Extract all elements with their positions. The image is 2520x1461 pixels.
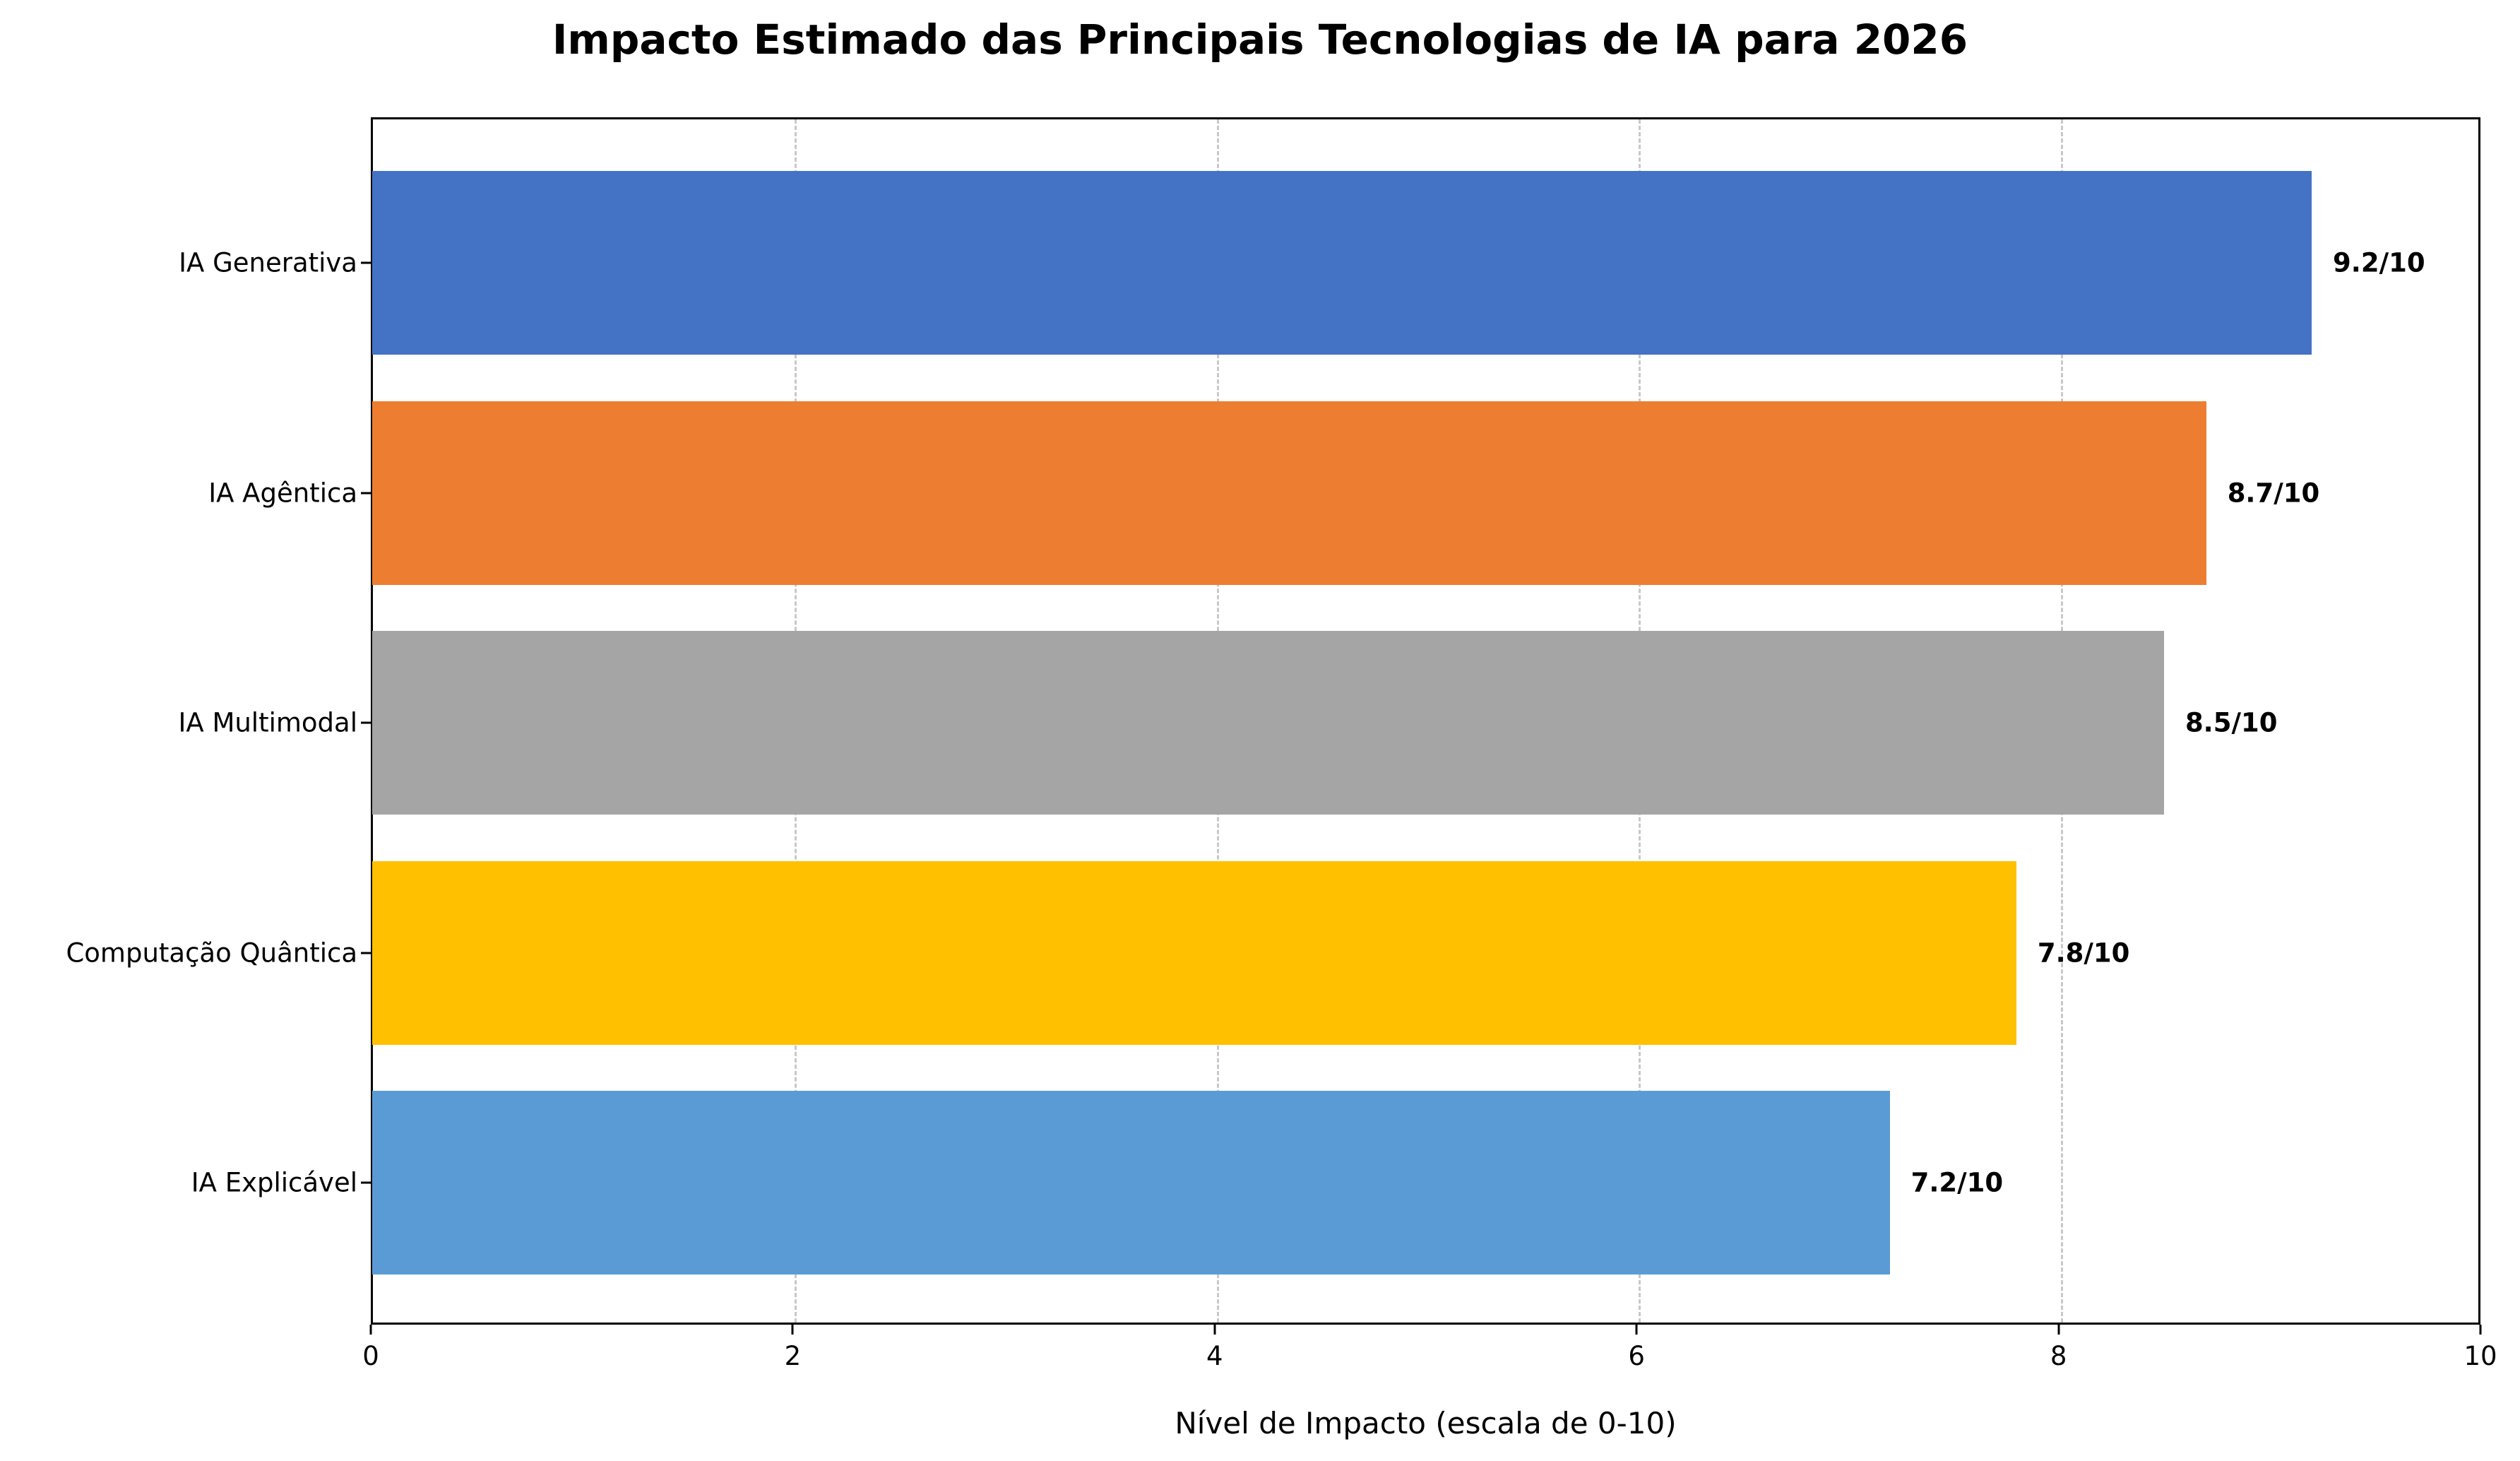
value-label: 9.2/10 xyxy=(2333,247,2425,278)
y-tick-label: IA Agêntica xyxy=(208,478,357,509)
bar-3 xyxy=(372,860,2016,1045)
bar-2 xyxy=(372,631,2164,815)
x-tick-label: 8 xyxy=(2050,1341,2067,1371)
x-axis-label: Nível de Impacto (escala de 0-10) xyxy=(1175,1406,1677,1441)
x-tick-label: 6 xyxy=(1628,1341,1645,1371)
y-tick-mark xyxy=(361,721,371,724)
x-tick-label: 2 xyxy=(784,1341,802,1371)
value-label: 8.7/10 xyxy=(2227,478,2320,509)
bar-4 xyxy=(372,1091,1890,1275)
x-tick-mark xyxy=(369,1325,372,1335)
bar-1 xyxy=(372,401,2206,585)
y-tick-mark xyxy=(361,952,371,954)
chart-title: Impacto Estimado das Principais Tecnolog… xyxy=(552,16,1968,64)
y-tick-label: Computação Quântica xyxy=(66,937,357,969)
y-tick-label: IA Generativa xyxy=(179,247,357,278)
value-label: 8.5/10 xyxy=(2185,707,2278,738)
x-tick-label: 4 xyxy=(1206,1341,1223,1371)
x-tick-mark xyxy=(791,1325,794,1335)
x-tick-mark xyxy=(2057,1325,2060,1335)
value-label: 7.2/10 xyxy=(1910,1167,2004,1198)
value-label: 7.8/10 xyxy=(2037,937,2130,969)
y-tick-label: IA Multimodal xyxy=(178,707,357,738)
x-tick-mark xyxy=(2479,1325,2482,1335)
y-tick-label: IA Explicável xyxy=(191,1167,357,1198)
bar-0 xyxy=(372,171,2312,355)
y-tick-mark xyxy=(361,1181,371,1184)
x-tick-mark xyxy=(1213,1325,1216,1335)
y-tick-mark xyxy=(361,261,371,264)
x-tick-label: 10 xyxy=(2463,1341,2497,1371)
x-tick-label: 0 xyxy=(362,1341,379,1371)
y-tick-mark xyxy=(361,492,371,495)
x-tick-mark xyxy=(1635,1325,1638,1335)
